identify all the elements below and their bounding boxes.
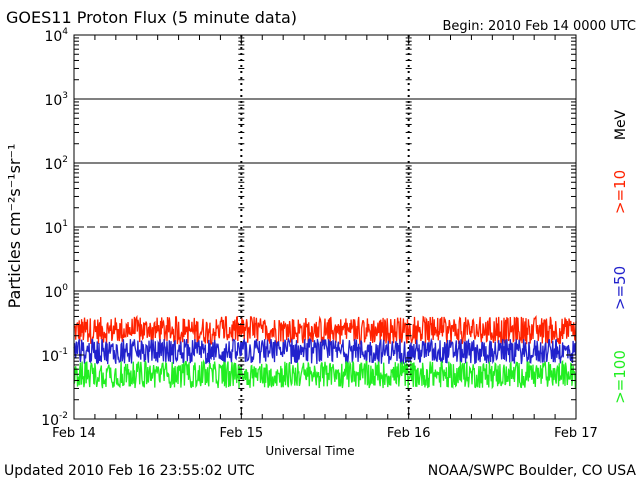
series-line-3 (73, 359, 577, 390)
y-tick-label: 101 (44, 219, 68, 237)
x-tick-label: Feb 15 (219, 426, 263, 441)
source-credit: NOAA/SWPC Boulder, CO USA (428, 463, 637, 479)
y-tick-base: 10 (41, 413, 59, 429)
legend-entry-50-group: >=50 (611, 266, 629, 310)
updated-timestamp: Updated 2010 Feb 16 23:55:02 UTC (4, 463, 255, 479)
legend-entry-100-group: >=100 (611, 350, 629, 404)
x-tick-label: Feb 16 (387, 426, 431, 441)
y-axis-label: Particles cm⁻²s⁻¹sr⁻¹ (5, 144, 24, 309)
y-tick-base: 10 (41, 349, 59, 365)
x-axis-label: Universal Time (265, 444, 354, 458)
y-tick-exp: 4 (62, 27, 68, 37)
y-tick-exp: 3 (62, 91, 68, 101)
legend-entry-10: >=10 (611, 170, 629, 214)
plot-content (73, 35, 577, 419)
series-line-1 (73, 314, 577, 346)
y-tick-base: 10 (44, 157, 62, 173)
chart-title: GOES11 Proton Flux (5 minute data) (6, 8, 297, 27)
legend-entry-10-group: >=10 (611, 170, 629, 214)
x-tick-label: Feb 14 (52, 426, 96, 441)
series-line-2 (73, 336, 577, 366)
y-tick-label: 103 (44, 91, 68, 109)
y-tick-base: 10 (44, 29, 62, 45)
y-tick-base: 10 (44, 93, 62, 109)
y-tick-label: 102 (44, 155, 68, 173)
begin-label: Begin: 2010 Feb 14 0000 UTC (442, 19, 636, 34)
y-tick-label: 104 (44, 27, 68, 45)
y-tick-label: 100 (44, 283, 68, 301)
y-tick-base: 10 (44, 221, 62, 237)
y-axis-label-group: Particles cm⁻²s⁻¹sr⁻¹ (5, 144, 24, 309)
legend-entry-50: >=50 (611, 266, 629, 310)
legend-unit: MeV (613, 109, 629, 140)
legend-unit-group: MeV (613, 109, 629, 140)
x-tick-label: Feb 17 (554, 426, 598, 441)
y-tick-label: 10-2 (41, 411, 68, 429)
y-tick-exp: 2 (62, 155, 68, 165)
legend-entry-100: >=100 (611, 350, 629, 404)
y-tick-base: 10 (44, 285, 62, 301)
y-tick-label: 10-1 (41, 347, 68, 365)
y-tick-exp: 1 (62, 219, 68, 229)
y-tick-exp: 0 (62, 283, 68, 293)
y-tick-exp: -1 (59, 347, 68, 357)
y-tick-exp: -2 (59, 411, 68, 421)
